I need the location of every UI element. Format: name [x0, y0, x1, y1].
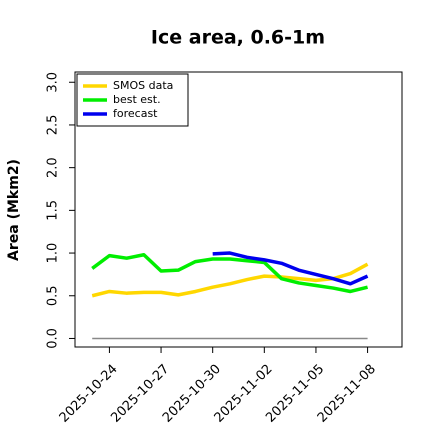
y-tick-label: 2.5	[46, 115, 61, 136]
plot-frame	[74, 71, 403, 348]
chart-title: Ice area, 0.6-1m	[151, 27, 325, 49]
legend-label: forecast	[113, 107, 158, 120]
legend-label: best est.	[113, 93, 161, 106]
y-axis-label: Area (Mkm2)	[6, 159, 22, 261]
y-tick-label: 3.0	[46, 72, 61, 93]
series-line	[91, 253, 369, 294]
y-tick-label: 2.0	[46, 157, 61, 178]
legend-label: SMOS data	[113, 79, 173, 92]
y-tick-label: 1.0	[46, 243, 61, 264]
series-line	[212, 251, 369, 286]
y-tick-label: 1.5	[46, 200, 61, 221]
y-tick-label: 0.0	[46, 328, 61, 349]
series-line	[91, 262, 369, 298]
y-tick-label: 0.5	[46, 285, 61, 306]
